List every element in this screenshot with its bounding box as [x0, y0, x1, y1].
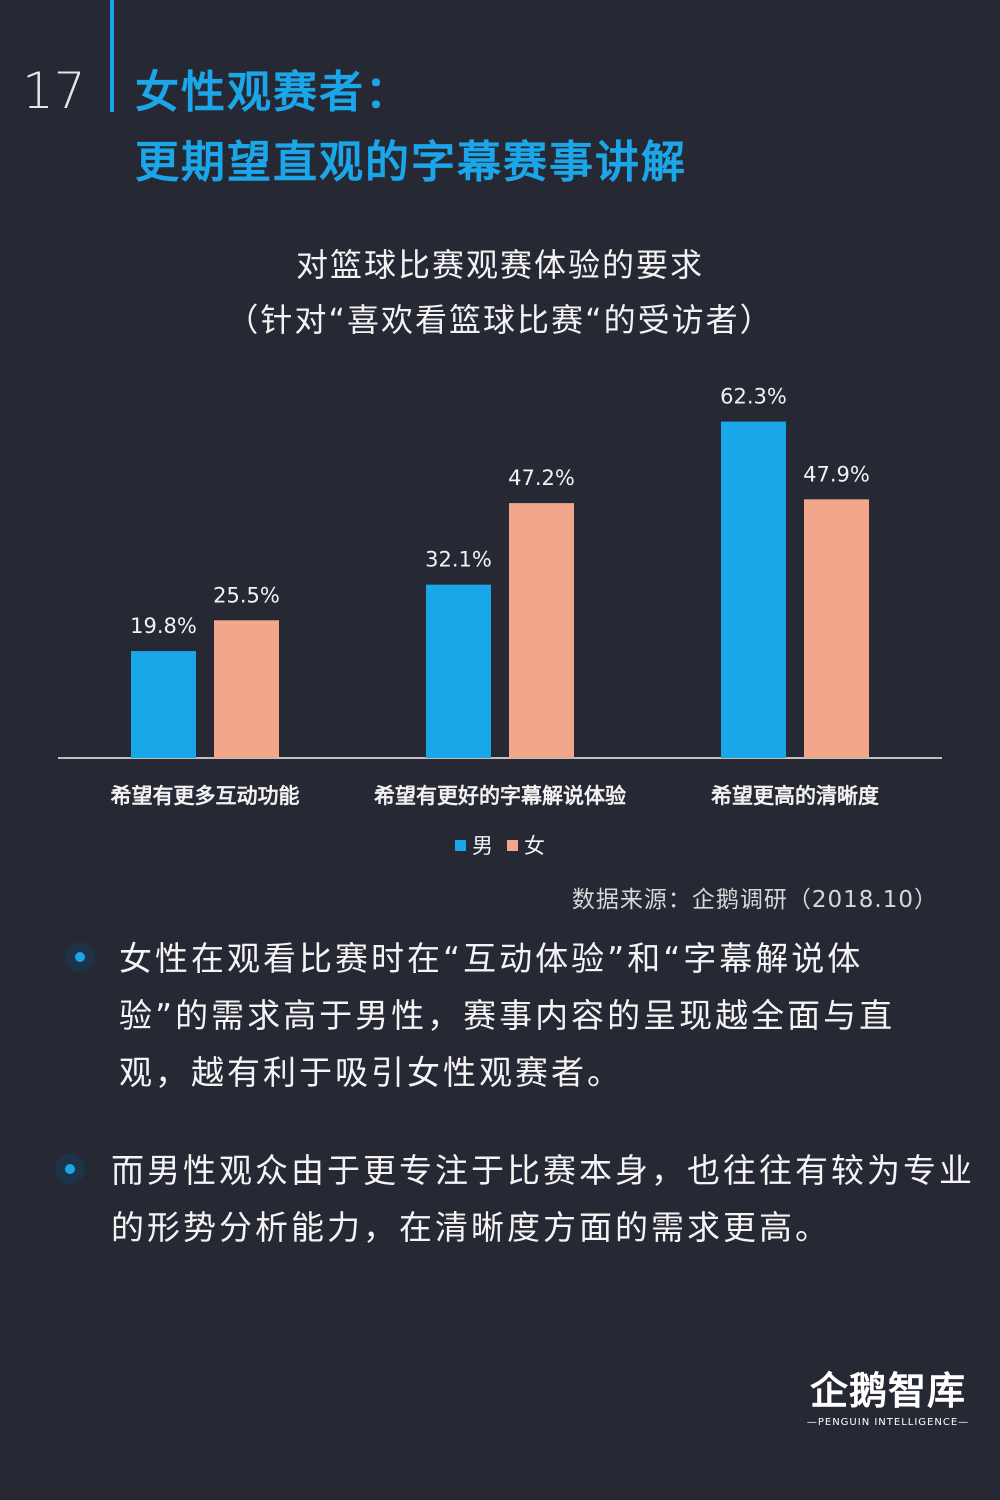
legend-label-male: 男	[472, 834, 493, 858]
legend-label-female: 女	[524, 834, 545, 858]
bullet-point-1: 女性在观看比赛时在“互动体验”和“字幕解说体验”的需求高于男性，赛事内容的呈现越…	[65, 930, 945, 1101]
chart-title: 对篮球比赛观赛体验的要求	[295, 246, 704, 284]
category-label-0: 希望有更多互动功能	[111, 784, 300, 808]
data-label-female-1: 47.2%	[508, 466, 575, 490]
title-line-1: 女性观赛者：	[135, 67, 411, 118]
page-number: 17	[22, 62, 86, 120]
bar-female-2	[804, 499, 869, 758]
legend-swatch-male	[455, 839, 466, 851]
bullet-point-2: 而男性观众由于更专注于比赛本身，也往往有较为专业的形势分析能力，在清晰度方面的需…	[55, 1142, 985, 1256]
bar-male-2	[721, 421, 786, 758]
data-label-male-2: 62.3%	[720, 385, 787, 409]
legend-item-male: 男	[455, 830, 493, 860]
logo-name: 企鹅智库	[809, 1369, 966, 1413]
bullet-text-2: 而男性观众由于更专注于比赛本身，也往往有较为专业的形势分析能力，在清晰度方面的需…	[111, 1151, 975, 1247]
bar-chart: 19.8% 25.5% 希望有更多互动功能 32.1% 47.2% 希望有更好的字幕解说体…	[58, 385, 942, 808]
legend-swatch-female	[507, 839, 518, 851]
data-label-male-1: 32.1%	[425, 548, 492, 572]
logo-tagline: —PENGUIN INTELLIGENCE—	[806, 1417, 970, 1428]
chart-subtitle: （针对“喜欢看篮球比赛“的受访者）	[226, 301, 774, 339]
category-label-1: 希望有更好的字幕解说体验	[374, 784, 626, 808]
bar-male-0	[131, 651, 196, 758]
data-source: 数据来源：企鹅调研（2018.10）	[571, 887, 938, 913]
title-line-2: 更期望直观的字幕赛事讲解	[135, 137, 687, 188]
data-label-female-0: 25.5%	[213, 583, 280, 607]
bar-female-0	[214, 620, 279, 758]
bullet-text-1: 女性在观看比赛时在“互动体验”和“字幕解说体验”的需求高于男性，赛事内容的呈现越…	[119, 939, 896, 1092]
category-label-2: 希望更高的清晰度	[711, 784, 879, 808]
bar-male-1	[426, 584, 491, 758]
bullet-icon	[65, 942, 95, 972]
page-title: 女性观赛者： 更期望直观的字幕赛事讲解	[135, 58, 687, 198]
brand-logo: 企鹅智库 —PENGUIN INTELLIGENCE—	[798, 1360, 978, 1428]
bullet-icon	[55, 1154, 85, 1184]
data-label-female-2: 47.9%	[803, 462, 870, 486]
title-accent-bar	[110, 0, 114, 112]
bar-female-1	[509, 503, 574, 758]
legend-item-female: 女	[507, 830, 545, 860]
chart-legend: 男 女	[455, 830, 559, 860]
data-label-male-0: 19.8%	[130, 614, 197, 638]
